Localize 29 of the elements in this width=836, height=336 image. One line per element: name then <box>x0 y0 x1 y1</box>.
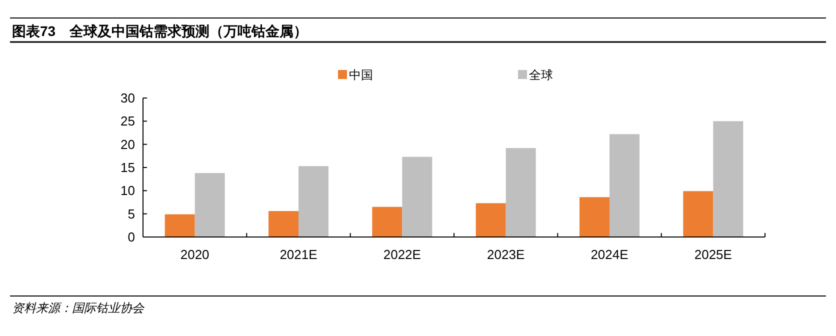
y-tick-label: 10 <box>120 183 135 198</box>
x-tick-label: 2024E <box>590 247 629 262</box>
legend-label: 全球 <box>529 68 553 82</box>
text: 资料来源：国际钴业协会 <box>12 301 145 315</box>
bar <box>164 214 195 237</box>
y-tick-label: 20 <box>120 136 135 152</box>
bar <box>506 148 536 237</box>
bar <box>476 203 506 237</box>
y-tick-label: 25 <box>120 114 135 129</box>
x-tick-label: 2025E <box>694 247 732 262</box>
x-tick-label: 2022E <box>383 247 422 262</box>
bar <box>713 121 744 237</box>
bar <box>402 156 432 237</box>
bar <box>610 134 640 237</box>
chart-title: 图表73 全球及中国钴需求预测（万吨钴金属） <box>12 23 308 39</box>
bar <box>580 197 610 237</box>
y-tick-label: 5 <box>128 206 135 222</box>
bar <box>683 191 714 237</box>
y-tick-label: 15 <box>120 160 135 175</box>
bar <box>268 211 298 237</box>
x-tick-label: 2021E <box>280 247 318 262</box>
y-tick-label: 30 <box>120 90 135 106</box>
bar <box>298 166 328 237</box>
bar <box>194 173 225 237</box>
legend-label: 中国 <box>349 68 373 82</box>
bar <box>372 206 402 237</box>
x-tick-label: 2020 <box>180 247 210 262</box>
x-tick-label: 2023E <box>487 247 525 262</box>
y-tick-label: 0 <box>128 230 135 244</box>
